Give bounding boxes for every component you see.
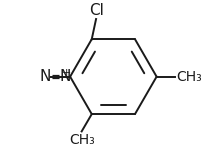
Text: +: +: [62, 69, 71, 78]
Text: CH₃: CH₃: [69, 133, 95, 147]
Text: N: N: [60, 69, 71, 84]
Text: Cl: Cl: [89, 3, 104, 18]
Text: N: N: [40, 69, 51, 84]
Text: CH₃: CH₃: [176, 70, 202, 84]
